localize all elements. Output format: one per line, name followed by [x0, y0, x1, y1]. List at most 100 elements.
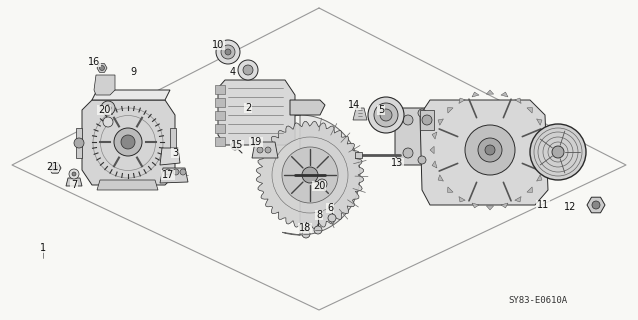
Text: 1: 1 [40, 243, 46, 253]
Polygon shape [543, 132, 548, 139]
Circle shape [418, 109, 426, 117]
Circle shape [243, 65, 253, 75]
Polygon shape [170, 128, 176, 158]
Circle shape [216, 40, 240, 64]
Circle shape [530, 124, 586, 180]
Text: 21: 21 [46, 162, 58, 172]
Polygon shape [92, 90, 170, 100]
Circle shape [485, 145, 495, 155]
Polygon shape [160, 148, 180, 165]
Circle shape [231, 142, 239, 150]
Text: SY83-E0610A: SY83-E0610A [509, 296, 568, 305]
Text: 15: 15 [231, 140, 243, 150]
Polygon shape [432, 132, 437, 139]
Text: 12: 12 [564, 202, 576, 212]
Polygon shape [218, 80, 295, 145]
Text: 18: 18 [299, 223, 311, 233]
Circle shape [465, 125, 515, 175]
Text: 3: 3 [172, 148, 178, 158]
Polygon shape [501, 92, 508, 97]
Circle shape [114, 128, 142, 156]
Text: 7: 7 [71, 180, 77, 190]
Text: 9: 9 [130, 67, 136, 77]
Text: 5: 5 [378, 105, 384, 115]
Circle shape [403, 115, 413, 125]
Circle shape [592, 201, 600, 209]
Text: 4: 4 [230, 67, 236, 77]
Polygon shape [353, 108, 367, 120]
Polygon shape [486, 90, 494, 94]
Circle shape [74, 138, 84, 148]
Text: 14: 14 [348, 100, 360, 110]
Polygon shape [515, 98, 521, 103]
Polygon shape [282, 115, 360, 235]
Polygon shape [215, 85, 225, 94]
Polygon shape [82, 100, 175, 185]
Polygon shape [420, 110, 434, 130]
Polygon shape [448, 108, 453, 113]
Polygon shape [76, 128, 82, 158]
Polygon shape [49, 163, 61, 173]
Circle shape [314, 226, 322, 234]
Text: 6: 6 [327, 203, 333, 213]
Polygon shape [252, 142, 278, 158]
Polygon shape [537, 119, 542, 125]
Polygon shape [160, 168, 188, 183]
Polygon shape [355, 152, 362, 158]
Circle shape [257, 147, 263, 153]
Circle shape [225, 49, 231, 55]
Polygon shape [420, 100, 548, 205]
Circle shape [173, 169, 179, 175]
Polygon shape [501, 203, 508, 208]
Polygon shape [438, 119, 443, 125]
Polygon shape [395, 108, 432, 165]
Circle shape [238, 60, 258, 80]
Circle shape [418, 156, 426, 164]
Polygon shape [66, 178, 82, 186]
Circle shape [374, 103, 398, 127]
Polygon shape [527, 108, 533, 113]
Circle shape [317, 179, 327, 189]
Text: 2: 2 [245, 103, 251, 113]
Polygon shape [94, 75, 115, 95]
Polygon shape [438, 175, 443, 181]
Circle shape [221, 45, 235, 59]
Polygon shape [543, 161, 548, 168]
Polygon shape [472, 92, 479, 97]
Circle shape [103, 117, 113, 127]
Polygon shape [256, 121, 364, 229]
Polygon shape [215, 98, 225, 107]
Text: 17: 17 [162, 170, 174, 180]
Text: 16: 16 [88, 57, 100, 67]
Text: 20: 20 [98, 105, 110, 115]
Polygon shape [527, 187, 533, 192]
Circle shape [302, 230, 310, 238]
Circle shape [320, 181, 325, 187]
Circle shape [72, 172, 76, 176]
Polygon shape [290, 100, 325, 115]
Polygon shape [537, 175, 542, 181]
Circle shape [328, 214, 336, 222]
Text: 13: 13 [391, 158, 403, 168]
Polygon shape [215, 111, 225, 120]
Polygon shape [97, 180, 158, 190]
Circle shape [52, 165, 58, 171]
Polygon shape [459, 196, 465, 202]
Polygon shape [459, 98, 465, 103]
Polygon shape [546, 146, 550, 154]
Text: 8: 8 [316, 210, 322, 220]
Polygon shape [486, 206, 494, 210]
Polygon shape [97, 64, 107, 72]
Polygon shape [448, 187, 453, 192]
Circle shape [282, 147, 338, 203]
Polygon shape [515, 196, 521, 202]
Polygon shape [472, 203, 479, 208]
Circle shape [69, 169, 79, 179]
Polygon shape [215, 124, 225, 133]
Text: 10: 10 [212, 40, 224, 50]
Circle shape [380, 109, 392, 121]
Circle shape [105, 105, 111, 111]
Circle shape [403, 148, 413, 158]
Circle shape [165, 169, 171, 175]
Polygon shape [587, 197, 605, 213]
